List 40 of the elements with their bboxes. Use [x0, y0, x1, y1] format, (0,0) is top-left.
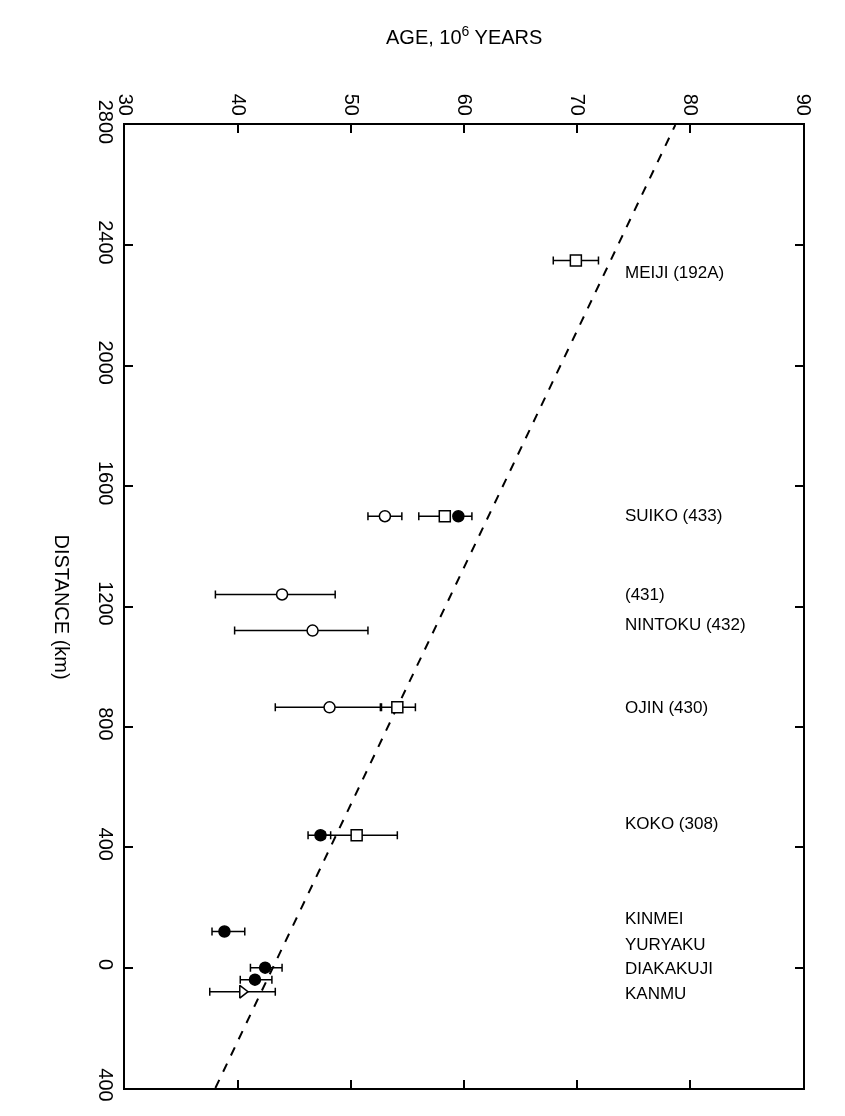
point	[248, 973, 262, 986]
x-tick-label: 50	[340, 93, 363, 116]
x-tick-label: 70	[566, 93, 589, 116]
annotation: NINTOKU (432)	[625, 615, 746, 634]
point	[350, 828, 363, 842]
annotation: DIAKAKUJI	[625, 959, 713, 978]
y-tick-label: 1600	[95, 460, 117, 506]
point	[438, 509, 452, 523]
point	[323, 701, 336, 714]
x-tick-label: 40	[227, 93, 250, 116]
point	[569, 254, 583, 267]
x-tick-label: 30	[114, 93, 137, 116]
y-tick-label: 2000	[95, 340, 117, 385]
x-tick-label: 60	[453, 93, 476, 116]
point	[391, 701, 404, 714]
annotation: KINMEI	[625, 909, 684, 928]
annotation: OJIN (430)	[625, 698, 709, 717]
point	[378, 509, 392, 523]
y-tick-label: 2800	[95, 99, 117, 145]
annotation: SUIKO (433)	[625, 506, 723, 525]
annotation: KANMU	[625, 984, 687, 1003]
y-tick-label: 2400	[95, 220, 117, 265]
point	[275, 588, 289, 601]
y-tick-label: 800	[95, 707, 117, 741]
point	[218, 925, 231, 938]
y-tick-label: 0	[95, 959, 117, 971]
point	[258, 961, 272, 974]
annotation: KOKO (308)	[625, 814, 719, 833]
x-tick-label: 90	[792, 93, 815, 116]
y-tick-label: 1200	[95, 581, 117, 626]
point	[306, 624, 319, 637]
y-axis-title: DISTANCE (km)	[50, 534, 73, 680]
annotation: MEIJI (192A)	[625, 263, 725, 282]
x-tick-label: 80	[679, 93, 702, 116]
annotation: YURYAKU	[625, 935, 706, 954]
point	[452, 509, 465, 523]
y-tick-label: 400	[95, 1068, 117, 1102]
y-tick-label: 400	[95, 827, 117, 861]
x-axis-title: AGE, 10$^{6}$ YEARS	[386, 23, 543, 49]
annotation: (431)	[625, 585, 665, 604]
